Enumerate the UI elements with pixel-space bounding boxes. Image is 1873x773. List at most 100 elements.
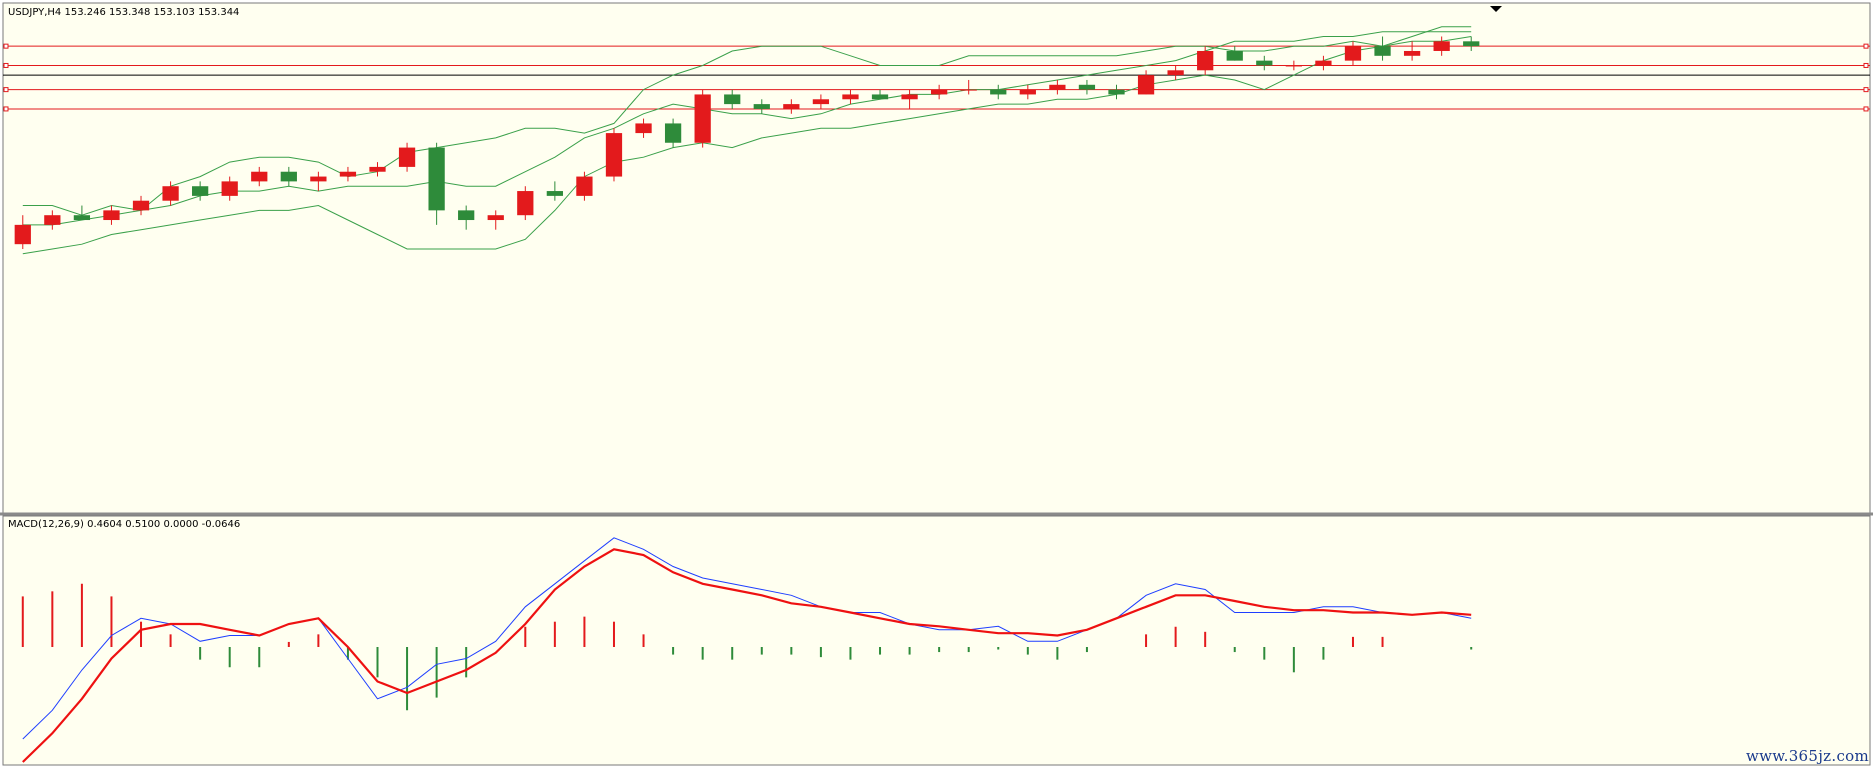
candle-body xyxy=(1315,60,1332,66)
bear-candle xyxy=(1108,84,1125,100)
bear-candle xyxy=(546,181,563,201)
bear-candle xyxy=(458,205,475,230)
bear-candle xyxy=(1463,36,1480,51)
bull-candle xyxy=(605,128,623,182)
level-handle-right[interactable] xyxy=(1863,106,1869,112)
bull-candle xyxy=(812,94,830,109)
bull-candle xyxy=(517,186,534,221)
candle-body xyxy=(369,166,386,172)
candle-body xyxy=(458,210,475,221)
candle-body xyxy=(517,191,534,216)
candle-body xyxy=(1137,75,1155,95)
bull-candle xyxy=(1197,46,1214,76)
bear-candle xyxy=(1374,36,1391,61)
candle-body xyxy=(1019,89,1036,95)
bull-candle xyxy=(103,205,120,225)
candle-body xyxy=(428,147,445,211)
candle-body xyxy=(221,181,238,196)
bollinger-middle-band xyxy=(22,31,1472,226)
candle-body xyxy=(192,186,209,196)
candle-body xyxy=(605,133,623,177)
candle-body xyxy=(960,89,977,91)
bear-candle xyxy=(724,89,741,109)
bull-candle xyxy=(132,195,150,216)
candle-body xyxy=(871,94,889,100)
level-handle-left[interactable] xyxy=(3,43,9,49)
bull-candle xyxy=(1049,79,1066,95)
shift-marker-icon[interactable] xyxy=(1490,6,1502,12)
level-handle-right[interactable] xyxy=(1863,43,1869,49)
macd-histogram xyxy=(21,583,1473,711)
macd-lines xyxy=(22,537,1472,763)
candle-body xyxy=(901,94,918,100)
bull-candle xyxy=(960,79,977,95)
bull-candle xyxy=(44,210,61,230)
bollinger-lower-band xyxy=(22,36,1472,255)
macd-panel[interactable]: MACD(12,26,9) 0.4604 0.5100 0.0000 -0.06… xyxy=(2,515,1871,766)
bull-candle xyxy=(339,166,357,182)
bull-candle xyxy=(398,142,416,172)
bull-candle xyxy=(1167,65,1184,80)
bull-candle xyxy=(1285,60,1302,71)
candle-body xyxy=(251,171,268,182)
macd-panel-info: MACD(12,26,9) 0.4604 0.5100 0.0000 -0.06… xyxy=(8,519,240,530)
bull-candle xyxy=(1433,36,1450,56)
bull-candle xyxy=(1315,55,1332,71)
bull-candle xyxy=(1403,41,1421,61)
level-handle-left[interactable] xyxy=(3,87,9,93)
bull-candle xyxy=(1019,84,1036,100)
price-panel[interactable]: USDJPY,H4 153.246 153.348 153.103 153.34… xyxy=(2,2,1871,514)
candle-body xyxy=(546,191,563,196)
bear-candle xyxy=(428,142,445,225)
bull-candle xyxy=(369,162,386,177)
bull-candle xyxy=(842,89,859,105)
candle-body xyxy=(724,94,741,105)
bull-candle xyxy=(931,84,948,100)
candle-body xyxy=(1078,84,1096,90)
candle-body xyxy=(783,104,800,109)
candle-body xyxy=(1049,84,1066,90)
bull-candle xyxy=(221,176,238,201)
bear-candle xyxy=(1226,46,1243,61)
watermark: www.365jz.com xyxy=(1745,747,1869,765)
price-panel-frame xyxy=(2,2,1871,514)
bull-candle xyxy=(901,89,918,109)
candle-body xyxy=(487,215,504,221)
level-handle-left[interactable] xyxy=(3,106,9,112)
candle-body xyxy=(132,200,150,211)
bull-candle xyxy=(694,89,711,148)
bear-candle xyxy=(1078,79,1096,95)
candle-body xyxy=(398,147,416,167)
bull-candle xyxy=(162,181,179,206)
candle-body xyxy=(753,104,770,109)
bull-candle xyxy=(783,99,800,114)
candle-body xyxy=(576,176,593,196)
bear-candle xyxy=(990,84,1007,100)
candle-body xyxy=(1167,70,1184,76)
bull-candle xyxy=(310,171,327,192)
level-handle-left[interactable] xyxy=(3,62,9,68)
candle-body xyxy=(1344,46,1362,61)
bollinger-bands xyxy=(22,26,1472,255)
candle-body xyxy=(931,89,948,95)
candle-body xyxy=(842,94,859,100)
bull-candle xyxy=(487,210,504,230)
candle-body xyxy=(1433,41,1450,51)
candle-body xyxy=(1285,65,1302,67)
level-handle-right[interactable] xyxy=(1863,62,1869,68)
candle-body xyxy=(1463,41,1480,47)
bull-candle xyxy=(1137,70,1155,95)
signal-line xyxy=(22,548,1472,763)
candle-body xyxy=(310,176,327,182)
bear-candle xyxy=(871,89,889,100)
bull-candle xyxy=(14,215,31,250)
candle-body xyxy=(1256,60,1273,66)
level-handle-right[interactable] xyxy=(1863,87,1869,93)
bull-candle xyxy=(251,166,268,187)
candle-body xyxy=(1403,50,1421,56)
bull-candle xyxy=(1344,41,1362,66)
candle-body xyxy=(339,171,357,177)
candle-body xyxy=(44,215,61,225)
